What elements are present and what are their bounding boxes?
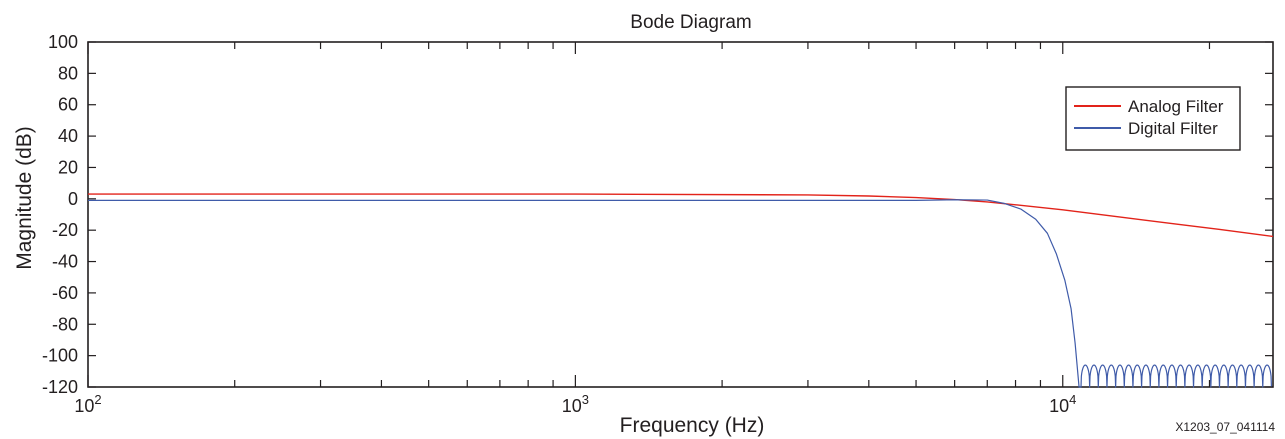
y-tick-label: 80 xyxy=(58,63,78,83)
chart-title: Bode Diagram xyxy=(630,12,751,33)
series-line-analog-filter xyxy=(88,193,1274,238)
x-axis-title: Frequency (Hz) xyxy=(620,414,765,437)
axis-ticks xyxy=(87,41,1273,388)
legend: Analog Filter Digital Filter xyxy=(1065,86,1241,151)
x-tick-exponent: 2 xyxy=(94,392,101,407)
y-tick-label: -80 xyxy=(52,314,78,334)
y-tick-label: 60 xyxy=(58,95,78,115)
series-line-digital-filter xyxy=(88,199,1273,388)
y-tick-label: -40 xyxy=(52,252,78,272)
y-tick-label: -20 xyxy=(52,220,78,240)
y-tick-label: 100 xyxy=(48,32,78,52)
legend-label: Analog Filter xyxy=(1128,97,1224,116)
y-axis-title: Magnitude (dB) xyxy=(13,126,36,270)
y-tick-label: -120 xyxy=(42,377,78,397)
y-tick-label: -60 xyxy=(52,283,78,303)
y-tick-label: 20 xyxy=(58,157,78,177)
y-tick-label: 40 xyxy=(58,126,78,146)
legend-label: Digital Filter xyxy=(1128,119,1218,138)
x-tick-base: 10 xyxy=(562,396,582,416)
y-tick-label: 0 xyxy=(68,189,78,209)
x-tick-label: 102 xyxy=(74,392,101,416)
y-tick-label: -100 xyxy=(42,346,78,366)
x-tick-base: 10 xyxy=(1049,396,1069,416)
x-tick-exponent: 4 xyxy=(1069,392,1076,407)
x-tick-label: 104 xyxy=(1049,392,1076,416)
x-tick-base: 10 xyxy=(74,396,94,416)
x-tick-label: 103 xyxy=(562,392,589,416)
figure-id: X1203_07_041114 xyxy=(1175,420,1275,434)
legend-box xyxy=(1065,86,1241,151)
series-lines xyxy=(88,193,1274,388)
x-tick-exponent: 3 xyxy=(582,392,589,407)
